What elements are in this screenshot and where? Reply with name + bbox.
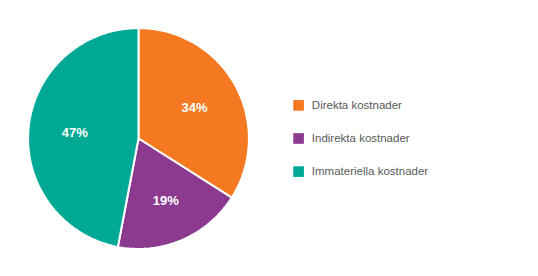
- svg-text:Immateriella kostnader: Immateriella kostnader: [312, 165, 428, 177]
- svg-text:34%: 34%: [182, 100, 208, 115]
- svg-text:Indirekta kostnader: Indirekta kostnader: [312, 132, 410, 144]
- svg-text:47%: 47%: [62, 125, 88, 140]
- svg-text:Direkta kostnader: Direkta kostnader: [312, 99, 402, 111]
- svg-text:19%: 19%: [153, 193, 179, 208]
